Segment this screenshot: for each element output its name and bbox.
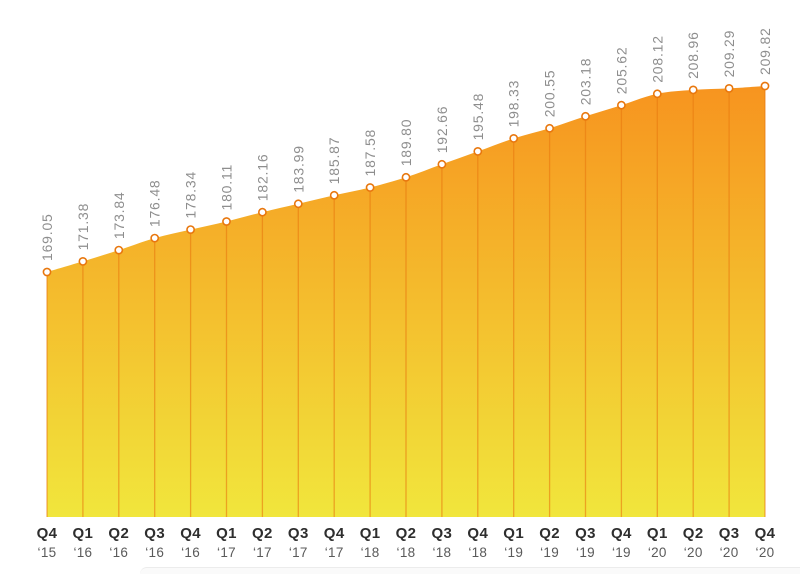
x-axis-quarter-label: Q4 [755,525,776,542]
x-axis-year-label: ‘16 [181,545,200,560]
x-axis-quarter-label: Q2 [396,525,417,542]
x-axis-year-label: ‘17 [253,545,272,560]
x-axis-year-label: ‘17 [289,545,308,560]
value-label: 209.29 [721,30,737,78]
value-label: 171.38 [75,203,91,251]
x-axis-year-label: ‘17 [325,545,344,560]
data-point-marker [617,100,626,110]
x-axis-quarter-label: Q2 [683,525,704,542]
value-label: 203.18 [578,58,594,106]
data-point-marker [581,111,590,121]
x-axis-year-label: ‘20 [756,545,775,560]
value-label: 185.87 [326,137,342,185]
data-point-marker [150,233,160,243]
x-axis-year-label: ‘15 [38,545,57,560]
bottom-card-edge [140,567,800,574]
data-point-marker [545,123,554,133]
value-label: 209.82 [757,27,773,75]
x-axis-year-label: ‘19 [540,545,559,560]
x-axis-year-label: ‘19 [504,545,523,560]
x-axis-year-label: ‘18 [468,545,487,560]
value-label: 205.62 [613,47,629,95]
value-label: 195.48 [470,93,486,141]
x-axis-year-label: ‘20 [684,545,703,560]
value-label: 208.12 [649,35,665,83]
data-point-marker [760,81,770,91]
value-label: 200.55 [542,70,558,118]
data-point-marker [222,217,231,226]
x-axis-year-label: ‘17 [217,545,236,560]
data-point-marker [42,267,52,277]
data-point-marker [401,172,411,182]
value-label: 178.34 [183,171,199,219]
data-point-marker [652,89,662,99]
data-point-marker [437,159,447,169]
value-label: 208.96 [685,31,701,79]
data-point-marker [724,84,734,93]
data-point-marker [688,85,698,95]
x-axis-year-label: ‘16 [73,545,92,560]
value-label: 198.33 [506,80,522,128]
x-axis-year-label: ‘20 [648,545,667,560]
x-axis-year-label: ‘18 [432,545,451,560]
data-point-marker [78,256,88,266]
x-axis-quarter-label: Q1 [503,525,524,542]
x-axis-quarter-label: Q3 [144,525,165,542]
x-axis-quarter-label: Q3 [575,525,596,542]
x-axis-quarter-label: Q1 [216,525,237,542]
x-axis-quarter-label: Q4 [467,525,488,542]
x-axis-quarter-label: Q2 [539,525,560,542]
data-point-marker [365,183,375,192]
x-axis-quarter-label: Q3 [431,525,452,542]
x-axis-quarter-label: Q1 [72,525,93,542]
data-point-marker [293,199,303,209]
value-label: 169.05 [39,213,55,261]
x-axis-year-label: ‘18 [397,545,416,560]
value-label: 173.84 [111,191,127,239]
data-point-marker [509,133,519,143]
x-axis-quarter-label: Q4 [37,525,58,542]
data-point-marker [257,207,267,217]
x-axis-quarter-label: Q2 [252,525,273,542]
data-point-marker [473,146,483,156]
x-axis-quarter-label: Q3 [288,525,309,542]
x-axis-year-label: ‘16 [145,545,164,560]
value-label: 180.11 [219,164,235,211]
x-axis-year-label: ‘19 [576,545,595,560]
x-axis-quarter-label: Q1 [647,525,668,542]
data-point-marker [186,225,195,234]
x-axis-quarter-label: Q3 [719,525,740,542]
x-axis-quarter-label: Q4 [611,525,632,542]
x-axis-quarter-label: Q4 [180,525,201,542]
value-label: 192.66 [434,106,450,154]
value-label: 187.58 [362,129,378,177]
x-axis-year-label: ‘18 [361,545,380,560]
x-axis-year-label: ‘19 [612,545,631,560]
x-axis-quarter-label: Q4 [324,525,345,542]
x-axis-quarter-label: Q1 [360,525,381,542]
data-point-marker [329,190,339,200]
x-axis-quarter-label: Q2 [108,525,129,542]
value-label: 176.48 [147,179,163,227]
value-label: 189.80 [398,119,414,167]
value-label: 183.99 [290,145,306,193]
data-point-marker [114,245,124,255]
x-axis-year-label: ‘16 [109,545,128,560]
value-label: 182.16 [254,154,270,202]
x-axis-year-label: ‘20 [720,545,739,560]
